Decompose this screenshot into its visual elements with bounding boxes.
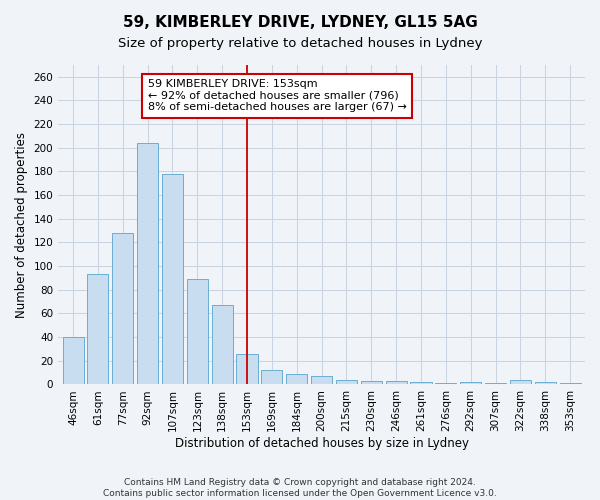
Bar xyxy=(410,382,431,384)
Bar xyxy=(262,370,283,384)
Bar xyxy=(286,374,307,384)
Bar xyxy=(88,274,109,384)
Bar xyxy=(336,380,357,384)
Bar xyxy=(62,337,83,384)
Text: Size of property relative to detached houses in Lydney: Size of property relative to detached ho… xyxy=(118,38,482,51)
Bar xyxy=(361,381,382,384)
Bar xyxy=(311,376,332,384)
Bar xyxy=(510,380,531,384)
X-axis label: Distribution of detached houses by size in Lydney: Distribution of detached houses by size … xyxy=(175,437,469,450)
Text: Contains HM Land Registry data © Crown copyright and database right 2024.
Contai: Contains HM Land Registry data © Crown c… xyxy=(103,478,497,498)
Bar xyxy=(137,143,158,384)
Bar xyxy=(212,305,233,384)
Bar xyxy=(162,174,183,384)
Bar xyxy=(386,381,407,384)
Bar xyxy=(187,279,208,384)
Bar xyxy=(236,354,257,384)
Bar xyxy=(112,233,133,384)
Bar xyxy=(535,382,556,384)
Bar xyxy=(460,382,481,384)
Y-axis label: Number of detached properties: Number of detached properties xyxy=(15,132,28,318)
Text: 59 KIMBERLEY DRIVE: 153sqm
← 92% of detached houses are smaller (796)
8% of semi: 59 KIMBERLEY DRIVE: 153sqm ← 92% of deta… xyxy=(148,79,407,112)
Text: 59, KIMBERLEY DRIVE, LYDNEY, GL15 5AG: 59, KIMBERLEY DRIVE, LYDNEY, GL15 5AG xyxy=(122,15,478,30)
